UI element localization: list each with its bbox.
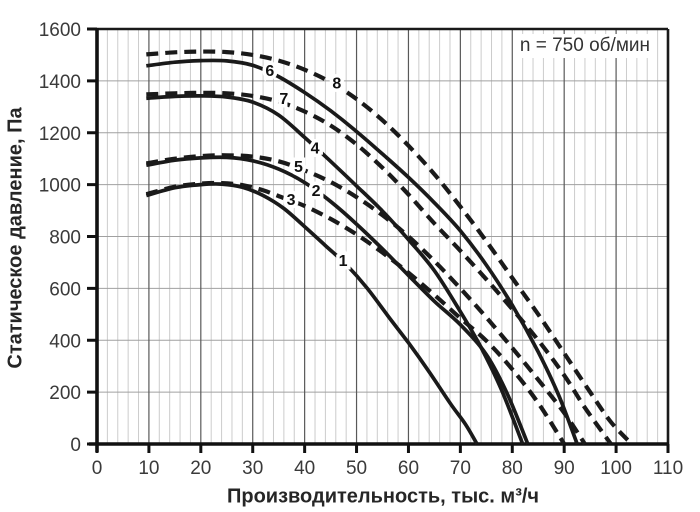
- curve-4: [146, 94, 525, 445]
- curves: [145, 49, 634, 446]
- axes: [87, 27, 670, 453]
- y-tick-label: 1400: [39, 72, 81, 93]
- x-tick-label: 80: [502, 458, 523, 479]
- x-tick-labels: 0 10 20 30 40 50 60 70 80 90 100 110: [92, 458, 683, 479]
- y-tick-label: 600: [49, 279, 81, 300]
- x-tick-label: 100: [600, 458, 632, 479]
- x-axis-title: Производительность, тыс. м³/ч: [226, 485, 540, 508]
- curve-7: [146, 90, 613, 446]
- x-tick-label: 20: [190, 458, 211, 479]
- y-tick-label: 200: [49, 383, 81, 404]
- curve-label-6: 6: [265, 63, 274, 80]
- y-tick-label: 1200: [39, 124, 81, 145]
- y-tick-label: 800: [49, 228, 81, 249]
- curve-8: [146, 49, 634, 446]
- plot-border: [97, 27, 670, 444]
- grid-major-horizontal: [97, 80, 668, 393]
- curve-label-3: 3: [287, 192, 296, 209]
- x-tick-label: 40: [294, 458, 315, 479]
- curve-1: [145, 182, 479, 445]
- curve-label-2: 2: [312, 183, 321, 200]
- x-tick-label: 70: [450, 458, 471, 479]
- x-tick-label: 60: [398, 458, 419, 479]
- x-tick-label: 30: [242, 458, 263, 479]
- y-tick-label: 0: [70, 435, 81, 456]
- x-tick-label: 0: [92, 458, 103, 479]
- curve-label-4: 4: [311, 140, 320, 157]
- curve-5: [145, 153, 587, 446]
- y-axis-title: Статическое давление, Па: [4, 107, 27, 369]
- rpm-annotation: n = 750 об/мин: [513, 34, 656, 58]
- y-tick-labels: 0 200 400 600 800 1000 1200 1400 1600: [39, 20, 81, 456]
- x-tick-label: 50: [346, 458, 367, 479]
- curve-labels: 1 23 45 67 8: [262, 60, 351, 274]
- curve-6: [146, 58, 579, 445]
- y-tick-label: 1000: [39, 176, 81, 197]
- x-tick-label: 90: [554, 458, 575, 479]
- x-tick-label: 10: [138, 458, 159, 479]
- y-tick-label: 400: [49, 331, 81, 352]
- x-tick-label: 110: [653, 458, 683, 479]
- curve-label-8: 8: [332, 75, 341, 92]
- curve-label-1: 1: [339, 253, 348, 270]
- curve-label-5: 5: [294, 159, 303, 176]
- y-tick-label: 1600: [39, 20, 81, 41]
- curve-label-7: 7: [279, 91, 288, 108]
